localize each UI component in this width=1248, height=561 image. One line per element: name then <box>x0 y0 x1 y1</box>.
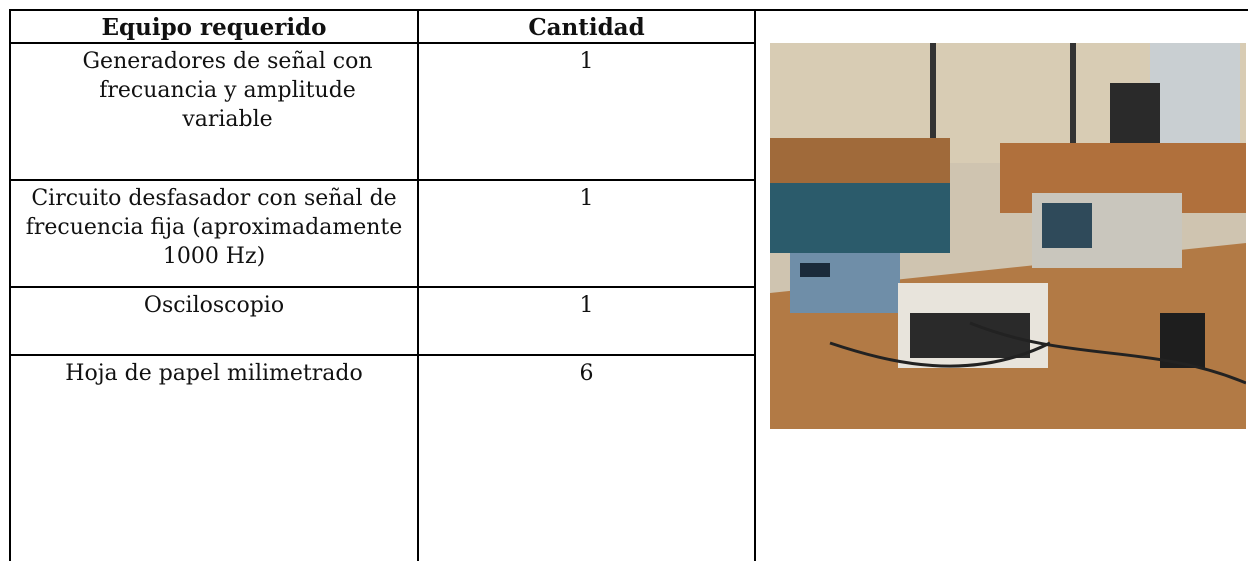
quantity-cell: 1 <box>579 293 594 318</box>
border <box>10 354 756 356</box>
item-cell: Circuito desfasador con señal de frecuen… <box>25 186 403 269</box>
quantity-cell: 6 <box>579 361 594 386</box>
item-cell: Hoja de papel milimetrado <box>65 361 363 386</box>
border <box>10 286 756 288</box>
item-cell: Osciloscopio <box>143 293 285 318</box>
header-cell: Cantidad <box>528 14 645 41</box>
border <box>417 9 419 561</box>
border <box>10 179 756 181</box>
lab-photo <box>770 43 1246 429</box>
header-cell: Equipo requerido <box>101 14 327 41</box>
border <box>754 9 756 561</box>
border <box>9 9 11 561</box>
border <box>10 9 1248 11</box>
quantity-cell: 1 <box>579 49 594 74</box>
item-cell: Generadores de señal con frecuancia y am… <box>82 49 373 132</box>
border <box>10 42 756 44</box>
quantity-cell: 1 <box>579 186 594 211</box>
